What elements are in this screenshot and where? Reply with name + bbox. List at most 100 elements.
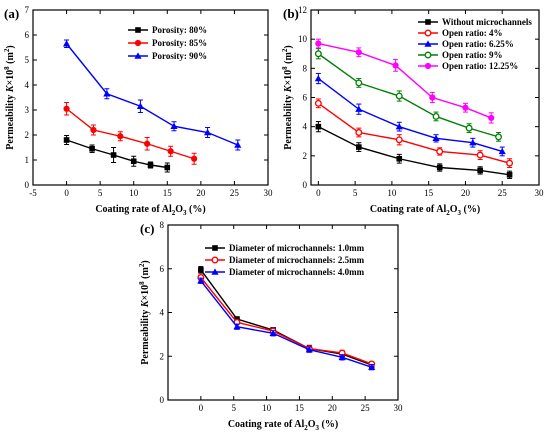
data-point [314,99,322,107]
y-tick-label: 8 [160,220,165,230]
legend-entry: Porosity: 90% [152,51,207,61]
series-line [317,102,510,164]
series-line [200,277,372,365]
data-point [355,129,363,136]
data-point [63,105,70,112]
data-point [234,141,242,148]
legend-marker [424,51,432,59]
y-axis-label: Permeability K×108 (m2) [3,45,16,149]
data-point [506,159,514,167]
data-point [117,133,124,140]
y-tick-label: 0 [303,180,308,190]
y-tick-label: 6 [25,30,30,40]
x-tick-label: 5 [231,403,236,413]
data-point [63,137,70,143]
y-tick-label: 6 [160,264,165,274]
y-axis-label: Permeability K×108 (m2) [138,260,151,364]
data-point [488,114,495,122]
data-point [191,155,198,162]
data-point [477,167,483,174]
data-point [170,122,178,129]
legend-marker [135,27,141,33]
x-tick-label: 20 [196,188,206,198]
y-tick-label: 4 [303,122,308,132]
x-axis-label: Coating rate of Al2O3 (%) [228,419,338,432]
series-5 [315,38,495,124]
data-point [315,123,322,130]
data-point [233,323,241,330]
y-tick-label: 2 [160,351,165,361]
y-tick-label: 0 [160,395,165,405]
data-point [462,104,469,111]
data-point [338,353,346,361]
data-point [314,74,322,82]
data-point [103,90,111,97]
chart-panel-c: 0 5 10 15 20 25 30 0 2 4 6 8 Coating rate of Al2O3 (… [138,220,403,432]
series-3 [62,39,242,151]
series-line [66,108,195,160]
series-line [318,126,510,176]
legend-entry: Diameter of microchannels: 1.0mm [229,243,365,253]
data-point [395,136,403,144]
data-point [395,92,403,100]
y-tick-label: 2 [25,130,30,140]
x-tick-label: 10 [387,188,397,198]
legend-marker [211,268,219,275]
x-tick-label: 20 [461,188,471,198]
data-point [436,164,443,171]
data-point [269,329,277,336]
series-1 [315,121,513,179]
series-line [200,269,372,366]
series-1 [198,266,375,369]
series-2 [63,102,198,165]
series-2 [197,274,376,368]
data-point [355,49,362,56]
data-point [198,267,204,273]
legend-entry: Diameter of microchannels: 2.5mm [229,255,365,265]
data-point [429,94,436,101]
data-point [498,147,506,155]
series-line [318,42,492,119]
data-point [130,158,137,165]
series-3 [197,277,376,371]
data-point [110,152,117,158]
legend-entry: Porosity: 85% [152,38,207,48]
data-point [314,50,322,58]
x-tick-label: 0 [316,188,321,198]
series-3 [314,72,506,157]
legend-entry: Diameter of microchannels: 4.0mm [229,267,365,277]
legend-entry: Open ratio: 12.25% [442,61,518,71]
x-tick-label: 10 [262,403,272,413]
y-tick-label: 12 [298,5,307,15]
data-point [368,363,376,370]
y-tick-label: 4 [25,80,30,90]
legend-marker [212,245,218,251]
y-tick-label: 2 [303,151,308,161]
data-point [465,124,473,132]
legend-entry: Without microchannels [442,17,532,27]
data-point [495,133,502,141]
y-tick-label: 7 [25,5,30,15]
x-tick-label: 15 [295,403,305,413]
data-point [197,277,205,284]
chart-panel-b: 0 5 10 15 20 25 30 0 2 4 6 8 10 12 Coating rate of Al2… [281,5,544,217]
x-tick-label: 15 [424,188,434,198]
y-tick-label: 6 [303,93,308,103]
data-point [89,145,95,152]
series-line [66,43,239,146]
legend-marker [424,29,432,37]
y-tick-label: 4 [160,308,165,318]
legend-marker [134,39,142,47]
data-point [355,79,363,87]
x-tick-label: 30 [264,188,274,198]
data-point [392,62,399,69]
x-tick-label: 25 [498,188,508,198]
y-tick-label: 0 [25,180,30,190]
data-point [315,40,322,47]
series-1 [63,135,171,173]
data-point [469,139,477,146]
data-point [305,346,313,353]
data-point [395,123,403,130]
